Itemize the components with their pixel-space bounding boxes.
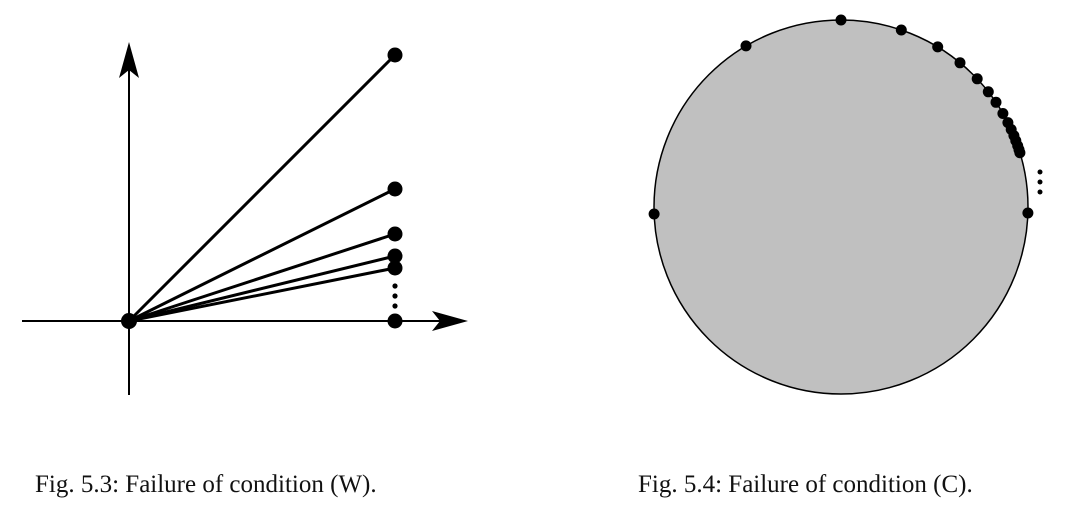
ray-1 [127,53,397,323]
boundary-point-1 [648,208,660,220]
ellipsis-dot-3 [1037,189,1043,195]
boundary-point-18 [1014,147,1026,159]
ellipsis-dot-2 [392,293,398,299]
boundary-point-6 [932,41,944,53]
ellipsis-dot-1 [1037,169,1043,175]
ellipsis-dot-3 [392,303,398,309]
figure-caption-w: Fig. 5.3: Failure of condition (W). [35,471,377,498]
ray-4 [128,254,396,323]
boundary-point-7 [954,57,966,69]
ray-endpoint-5 [387,260,403,276]
boundary-point-9 [982,86,994,98]
ray-2 [128,187,396,323]
boundary-point-5 [895,24,907,36]
boundary-point-4 [835,14,847,26]
boundary-point-10 [990,96,1002,108]
ray-endpoint-1 [387,47,403,63]
boundary-point-2 [1022,207,1034,219]
figure-condition-w [22,42,468,395]
ray-5 [128,266,396,323]
boundary-point-3 [740,40,752,52]
ray-endpoint-4 [387,248,403,264]
ray-endpoint-2 [387,181,403,197]
ellipsis-dot-2 [1037,179,1043,185]
figure-caption-c: Fig. 5.4: Failure of condition (C). [638,471,973,498]
figure-condition-c [648,14,1043,395]
x-axis-arrowhead [432,311,468,331]
limit-endpoint [387,313,403,329]
ray-endpoint-3 [387,226,403,242]
boundary-point-11 [997,108,1009,119]
ellipsis-dot-1 [392,283,398,289]
origin-point [121,313,137,329]
ray-3 [128,232,396,323]
gray-disk [653,19,1029,395]
y-axis-arrowhead [119,42,139,78]
boundary-points [648,14,1034,220]
boundary-point-8 [971,73,983,85]
